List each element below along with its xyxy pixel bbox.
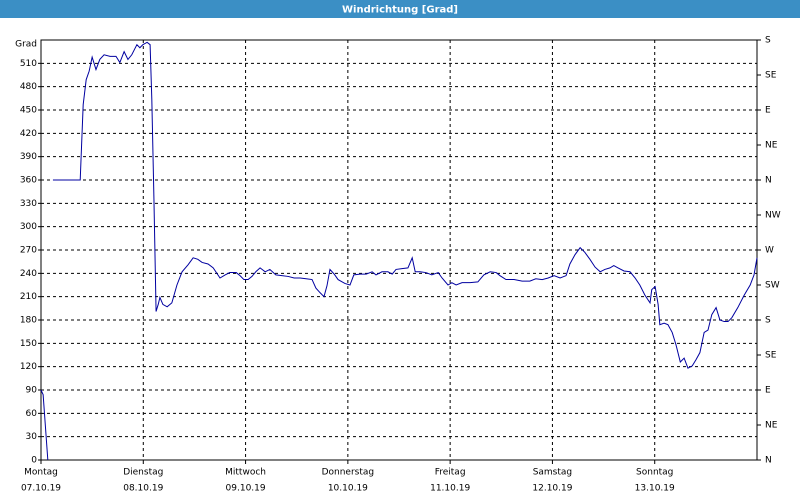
chart-title: Windrichtung [Grad]	[342, 5, 458, 16]
x-tick-date: 11.10.19	[430, 484, 470, 494]
y2-tick-label: SE	[765, 71, 777, 81]
y-tick-label: 480	[20, 82, 37, 92]
x-tick-label: Montag	[24, 468, 58, 478]
y2-tick-label: SW	[765, 281, 780, 291]
y2-tick-label: NE	[765, 421, 778, 431]
y2-tick-label: NE	[765, 141, 778, 151]
x-tick-label: Dienstag	[123, 468, 163, 478]
x-tick-date: 13.10.19	[635, 484, 675, 494]
y-tick-label: 120	[20, 362, 37, 372]
x-tick-date: 08.10.19	[123, 484, 163, 494]
y-tick-label: 360	[20, 176, 37, 186]
y-tick-label: 0	[31, 456, 37, 466]
y2-tick-label: W	[765, 246, 774, 256]
y2-tick-label: SE	[765, 351, 777, 361]
title-bar	[0, 0, 800, 18]
x-tick-date: 12.10.19	[532, 484, 572, 494]
x-tick-date: 10.10.19	[328, 484, 368, 494]
x-tick-date: 07.10.19	[21, 484, 61, 494]
x-tick-label: Donnerstag	[322, 468, 375, 478]
y-tick-label: 180	[20, 316, 37, 326]
x-tick-label: Samstag	[533, 468, 572, 478]
y2-tick-label: E	[765, 386, 771, 396]
y-tick-label: 240	[20, 269, 37, 279]
y-tick-label: 330	[20, 199, 37, 209]
y2-tick-label: N	[765, 456, 772, 466]
y-tick-label: 90	[26, 386, 38, 396]
y-tick-label: 60	[26, 409, 38, 419]
y-tick-label: 450	[20, 106, 37, 116]
y-tick-label: 210	[20, 292, 37, 302]
x-tick-label: Freitag	[435, 468, 466, 478]
x-tick-date: 09.10.19	[226, 484, 266, 494]
y-tick-label: 270	[20, 246, 37, 256]
y2-tick-label: E	[765, 106, 771, 116]
y-axis-label: Grad	[15, 40, 37, 50]
y-tick-label: 300	[20, 222, 37, 232]
y-tick-label: 150	[20, 339, 37, 349]
y2-tick-label: N	[765, 176, 772, 186]
y2-tick-label: NW	[765, 211, 781, 221]
x-tick-label: Mittwoch	[225, 468, 266, 478]
y2-tick-label: S	[765, 36, 771, 46]
y-tick-label: 390	[20, 152, 37, 162]
y-tick-label: 30	[26, 432, 38, 442]
y-tick-label: 510	[20, 59, 37, 69]
y-tick-label: 420	[20, 129, 37, 139]
x-tick-label: Sonntag	[636, 468, 673, 478]
y2-tick-label: S	[765, 316, 771, 326]
data-line	[40, 41, 758, 461]
